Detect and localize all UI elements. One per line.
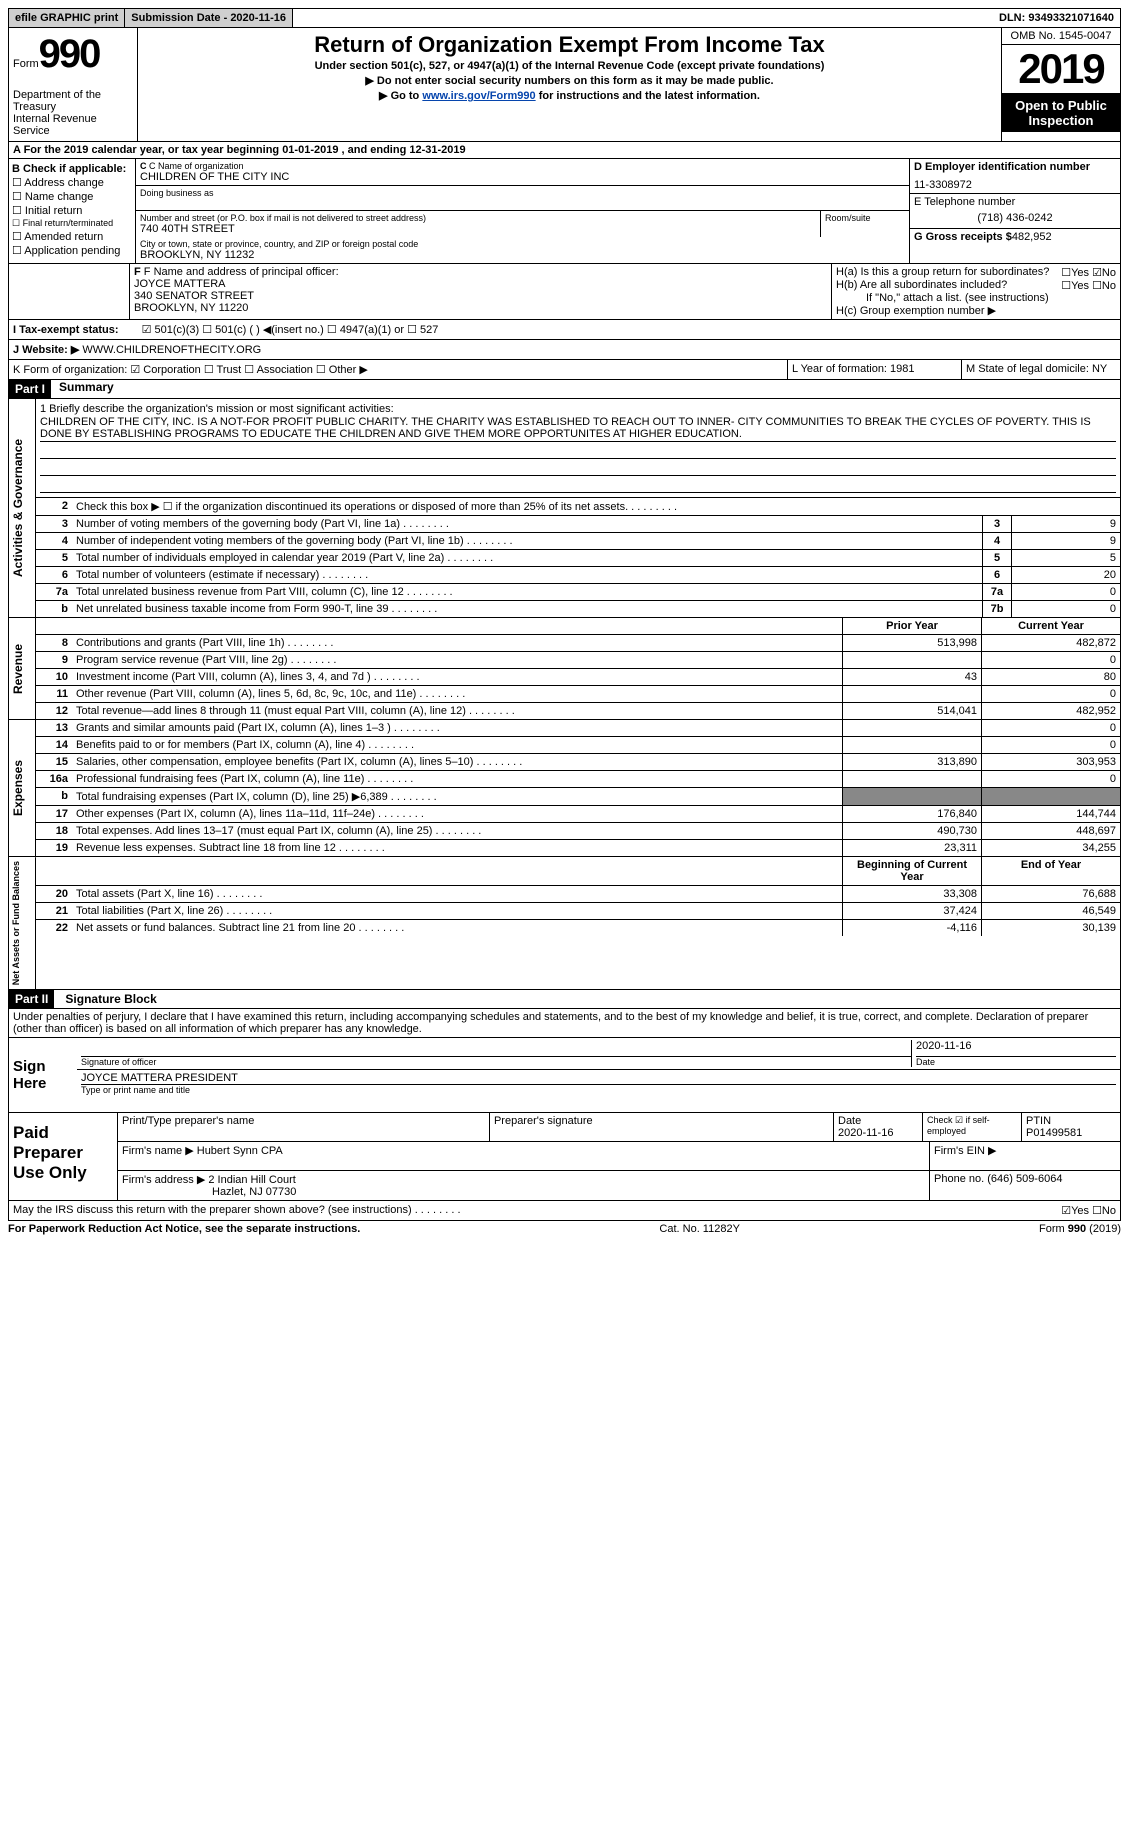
perjury-text: Under penalties of perjury, I declare th… <box>8 1009 1121 1038</box>
line-row: 7a Total unrelated business revenue from… <box>36 584 1120 601</box>
omb-no: OMB No. 1545-0047 <box>1002 28 1120 45</box>
sub2: ▶ Do not enter social security numbers o… <box>142 74 997 87</box>
preparer-label: Paid Preparer Use Only <box>9 1113 118 1200</box>
ptin-value: P01499581 <box>1026 1127 1082 1139</box>
sub3: ▶ Go to www.irs.gov/Form990 for instruct… <box>142 89 997 102</box>
discuss-answer: ☑Yes ☐No <box>1061 1204 1116 1217</box>
tax-year: 2019 <box>1002 45 1120 94</box>
firm-addr: 2 Indian Hill Court <box>208 1174 295 1186</box>
submission-date: Submission Date - 2020-11-16 <box>125 9 293 27</box>
prior-year-header: Prior Year <box>842 618 981 634</box>
vert-revenue: Revenue <box>9 618 36 719</box>
sign-here-label: Sign Here <box>9 1038 77 1112</box>
row-a-period: A For the 2019 calendar year, or tax yea… <box>8 142 1121 159</box>
line-row: 19 Revenue less expenses. Subtract line … <box>36 840 1120 856</box>
dept-label: Department of the Treasury Internal Reve… <box>13 89 133 137</box>
sign-date: 2020-11-16 <box>916 1040 1116 1057</box>
end-year-header: End of Year <box>981 857 1120 885</box>
officer-name-label: Type or print name and title <box>81 1085 1116 1095</box>
row-k: K Form of organization: ☑ Corporation ☐ … <box>9 360 788 379</box>
prep-date: 2020-11-16 <box>838 1127 893 1139</box>
paperwork-notice: For Paperwork Reduction Act Notice, see … <box>8 1223 360 1235</box>
section-c: C C Name of organization CHILDREN OF THE… <box>136 159 909 263</box>
vert-expenses: Expenses <box>9 720 36 856</box>
section-d: D Employer identification number 11-3308… <box>909 159 1120 263</box>
phone-label: Phone no. <box>934 1173 984 1185</box>
top-toolbar: efile GRAPHIC print Submission Date - 20… <box>8 8 1121 28</box>
line-row: 12 Total revenue—add lines 8 through 11 … <box>36 703 1120 719</box>
line-row: b Net unrelated business taxable income … <box>36 601 1120 617</box>
firm-label: Firm's name ▶ <box>122 1145 194 1157</box>
current-year-header: Current Year <box>981 618 1120 634</box>
line-row: 6 Total number of volunteers (estimate i… <box>36 567 1120 584</box>
firm-addr2: Hazlet, NJ 07730 <box>122 1186 925 1198</box>
line-row: 9 Program service revenue (Part VIII, li… <box>36 652 1120 669</box>
row-i: I Tax-exempt status: ☑ 501(c)(3) ☐ 501(c… <box>8 320 1121 340</box>
line-row: 13 Grants and similar amounts paid (Part… <box>36 720 1120 737</box>
efile-btn[interactable]: efile GRAPHIC print <box>9 9 125 27</box>
open-inspection: Open to Public Inspection <box>1002 94 1120 132</box>
vert-governance: Activities & Governance <box>9 399 36 617</box>
section-b: B Check if applicable: ☐ Address change … <box>9 159 136 263</box>
line-row: 2 Check this box ▶ ☐ if the organization… <box>36 498 1120 516</box>
line-row: 14 Benefits paid to or for members (Part… <box>36 737 1120 754</box>
mission: 1 Briefly describe the organization's mi… <box>36 399 1120 498</box>
row-l: L Year of formation: 1981 <box>788 360 962 379</box>
form-number: 990 <box>39 32 100 77</box>
part2-header: Part II <box>9 990 54 1008</box>
line-row: 20 Total assets (Part X, line 16) 33,308… <box>36 886 1120 903</box>
line-row: 15 Salaries, other compensation, employe… <box>36 754 1120 771</box>
section-h: H(a) Is this a group return for subordin… <box>832 264 1120 319</box>
sub1: Under section 501(c), 527, or 4947(a)(1)… <box>142 60 997 72</box>
cat-no: Cat. No. 11282Y <box>659 1223 740 1235</box>
line-row: 10 Investment income (Part VIII, column … <box>36 669 1120 686</box>
main-title: Return of Organization Exempt From Incom… <box>142 32 997 58</box>
part1-header: Part I <box>9 380 51 398</box>
ptin-label: PTIN <box>1026 1115 1051 1127</box>
prep-self-emp: Check ☑ if self-employed <box>923 1113 1022 1141</box>
line-row: 21 Total liabilities (Part X, line 26) 3… <box>36 903 1120 920</box>
vert-net: Net Assets or Fund Balances <box>9 857 36 989</box>
part1-title: Summary <box>51 380 114 398</box>
firm-name: Hubert Synn CPA <box>197 1145 283 1157</box>
discuss-question: May the IRS discuss this return with the… <box>13 1204 412 1216</box>
firm-addr-label: Firm's address ▶ <box>122 1174 205 1186</box>
form-footer: Form 990 (2019) <box>1039 1223 1121 1235</box>
row-j: J Website: ▶ WWW.CHILDRENOFTHECITY.ORG <box>13 343 1116 356</box>
form-word: Form <box>13 58 39 70</box>
sign-date-label: Date <box>916 1057 1116 1067</box>
prep-date-label: Date <box>838 1115 861 1127</box>
irs-link[interactable]: www.irs.gov/Form990 <box>422 90 535 102</box>
line-row: 5 Total number of individuals employed i… <box>36 550 1120 567</box>
prep-sig-header: Preparer's signature <box>490 1113 834 1141</box>
officer-name: JOYCE MATTERA PRESIDENT <box>81 1072 1116 1085</box>
sig-officer-label: Signature of officer <box>81 1057 911 1067</box>
line-row: b Total fundraising expenses (Part IX, c… <box>36 788 1120 806</box>
line-row: 17 Other expenses (Part IX, column (A), … <box>36 806 1120 823</box>
line-row: 22 Net assets or fund balances. Subtract… <box>36 920 1120 936</box>
line-row: 11 Other revenue (Part VIII, column (A),… <box>36 686 1120 703</box>
form-header: Form 990 Department of the Treasury Inte… <box>8 28 1121 142</box>
section-f: F F Name and address of principal office… <box>130 264 832 319</box>
line-row: 3 Number of voting members of the govern… <box>36 516 1120 533</box>
phone-no: (646) 509-6064 <box>987 1173 1062 1185</box>
dln: DLN: 93493321071640 <box>993 9 1120 27</box>
prep-name-header: Print/Type preparer's name <box>118 1113 490 1141</box>
row-m: M State of legal domicile: NY <box>962 360 1120 379</box>
line-row: 8 Contributions and grants (Part VIII, l… <box>36 635 1120 652</box>
begin-year-header: Beginning of Current Year <box>842 857 981 885</box>
line-row: 16a Professional fundraising fees (Part … <box>36 771 1120 788</box>
line-row: 4 Number of independent voting members o… <box>36 533 1120 550</box>
part2-title: Signature Block <box>57 992 156 1006</box>
firm-ein-label: Firm's EIN ▶ <box>930 1142 1120 1170</box>
line-row: 18 Total expenses. Add lines 13–17 (must… <box>36 823 1120 840</box>
